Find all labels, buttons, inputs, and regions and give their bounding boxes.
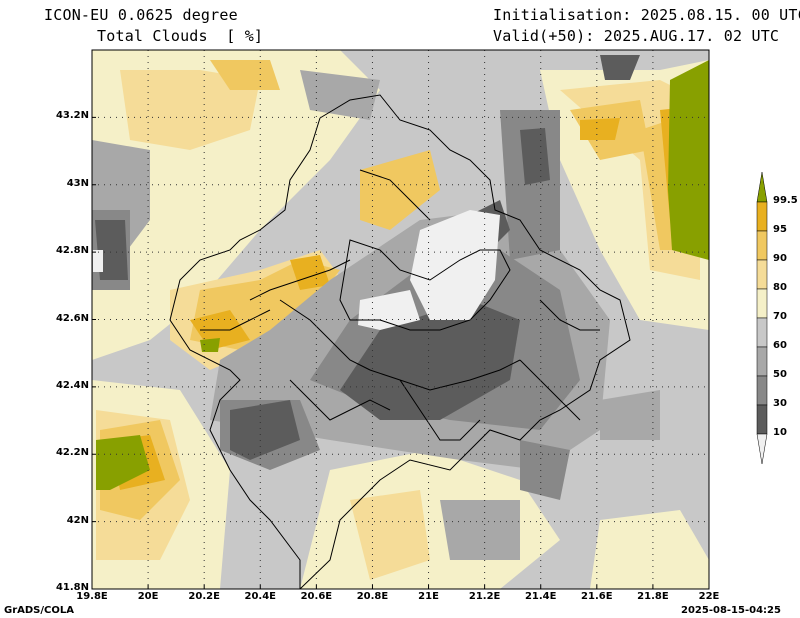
lon-label: 21.6E — [581, 591, 613, 602]
colorbar-segment — [756, 346, 768, 377]
lat-label: 42N — [66, 514, 89, 526]
lon-label: 20E — [137, 591, 159, 602]
init-time: Initialisation: 2025.08.15. 00 UTC — [493, 6, 800, 24]
lon-label: 20.2E — [188, 591, 220, 602]
colorbar-label: 30 — [773, 398, 787, 409]
colorbar-label: 99.5 — [773, 195, 798, 206]
lon-label: 20.4E — [244, 591, 277, 602]
colorbar-segment — [756, 317, 768, 348]
lon-label: 21.2E — [468, 591, 501, 602]
field-title: Total Clouds [ %] — [97, 27, 264, 45]
lat-label: 43.2N — [55, 110, 89, 122]
graticule — [92, 50, 709, 589]
axis-ticks — [91, 116, 710, 590]
lon-label: 19.8E — [76, 591, 108, 602]
colorbar-segment — [756, 404, 768, 435]
colorbar-bottom-arrow — [756, 433, 768, 465]
footer-left: GrADS/COLA — [4, 605, 74, 616]
colorbar-label: 80 — [773, 282, 787, 293]
colorbar-label: 70 — [773, 311, 787, 322]
lon-label: 21.4E — [524, 591, 557, 602]
colorbar — [756, 171, 768, 465]
lat-label: 43N — [66, 177, 89, 189]
lon-label: 21.8E — [637, 591, 669, 602]
colorbar-segment — [756, 375, 768, 406]
colorbar-segment — [756, 201, 768, 232]
colorbar-segment — [756, 230, 768, 261]
lat-label: 41.8N — [55, 582, 89, 593]
lat-label: 42.4N — [55, 379, 89, 391]
lat-label: 42.8N — [55, 245, 89, 257]
colorbar-label: 95 — [773, 224, 787, 235]
lon-label: 22E — [698, 591, 720, 602]
colorbar-top-arrow — [756, 171, 768, 203]
colorbar-label: 60 — [773, 340, 787, 351]
lat-label: 42.2N — [55, 447, 89, 459]
lat-label: 42.6N — [55, 312, 89, 324]
colorbar-label: 90 — [773, 253, 787, 264]
colorbar-label: 50 — [773, 369, 787, 380]
cloud-field — [92, 50, 709, 589]
lon-label: 20.6E — [300, 591, 333, 602]
model-title: ICON-EU 0.0625 degree — [44, 6, 238, 24]
colorbar-segment — [756, 288, 768, 319]
valid-time: Valid(+50): 2025.AUG.17. 02 UTC — [493, 27, 780, 45]
colorbar-segment — [756, 259, 768, 290]
colorbar-label: 10 — [773, 427, 787, 438]
footer-right: 2025-08-15-04:25 — [681, 605, 781, 616]
lon-label: 20.8E — [356, 591, 389, 602]
lon-label: 21E — [418, 591, 439, 602]
